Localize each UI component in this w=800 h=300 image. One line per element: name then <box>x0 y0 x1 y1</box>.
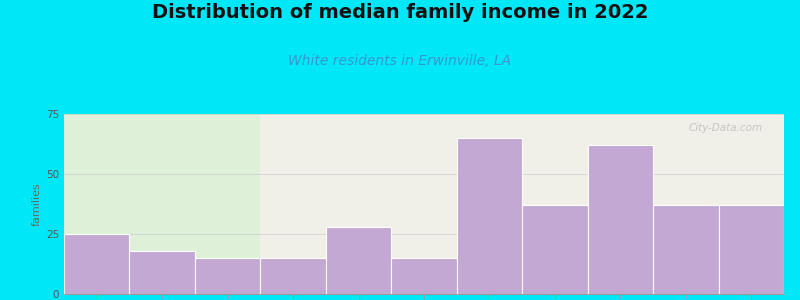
Bar <box>260 114 784 294</box>
Bar <box>260 258 326 294</box>
Text: City-Data.com: City-Data.com <box>688 123 762 133</box>
Bar <box>522 205 588 294</box>
Bar <box>457 138 522 294</box>
Y-axis label: families: families <box>32 182 42 226</box>
Bar <box>653 205 718 294</box>
Bar <box>718 205 784 294</box>
Bar <box>588 145 653 294</box>
Bar <box>391 258 457 294</box>
Bar <box>326 227 391 294</box>
Text: White residents in Erwinville, LA: White residents in Erwinville, LA <box>289 54 511 68</box>
Bar <box>64 114 260 294</box>
Bar <box>195 258 260 294</box>
Bar <box>64 234 130 294</box>
Text: Distribution of median family income in 2022: Distribution of median family income in … <box>152 3 648 22</box>
Bar <box>130 251 195 294</box>
